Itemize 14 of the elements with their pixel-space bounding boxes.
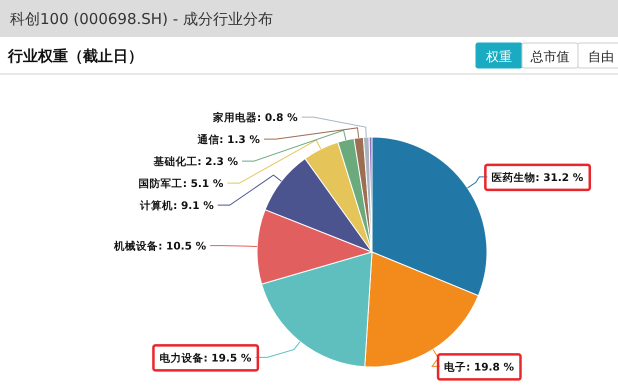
chart-subtitle: 行业权重（截止日） (7, 47, 143, 65)
chart-title: 科创100 (000698.SH) - 成分行业分布 (10, 10, 273, 28)
slice-label: 计算机: 9.1 % (139, 199, 214, 212)
slice-label: 基础化工: 2.3 % (152, 155, 238, 168)
tab: 自由 (578, 42, 618, 68)
slice-label: 机械设备: 10.5 % (113, 240, 207, 253)
tab: 权重 (476, 42, 522, 68)
tab: 总市值 (522, 42, 578, 68)
slice-label: 国防军工: 5.1 % (138, 177, 224, 190)
slice-label: 电子: 19.8 % (444, 360, 514, 374)
slice-label: 电力设备: 19.5 % (159, 351, 252, 364)
slice-label: 医药生物: 31.2 % (491, 170, 584, 184)
slice-label: 家用电器: 0.8 % (212, 111, 298, 124)
slice-label: 通信: 1.3 % (196, 133, 260, 146)
